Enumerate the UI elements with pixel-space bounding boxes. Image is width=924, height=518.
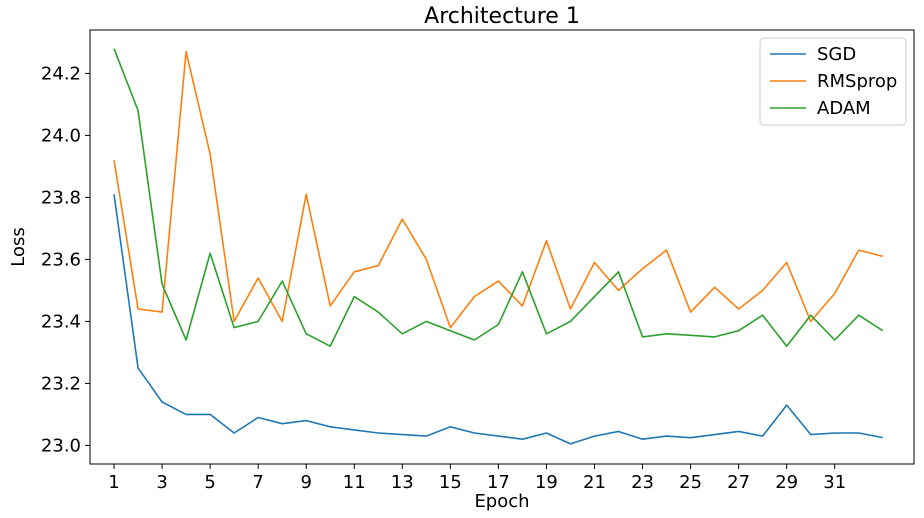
x-tick-label: 23 bbox=[631, 472, 654, 493]
x-axis-ticks: 1 3 5 7 9 11 13 15 17 19 21 23 25 27 29 31 bbox=[108, 464, 846, 493]
x-tick-label: 3 bbox=[156, 472, 167, 493]
series-lines bbox=[113, 48, 884, 445]
x-tick-label: 21 bbox=[583, 472, 606, 493]
x-tick-label: 31 bbox=[823, 472, 846, 493]
chart-title: Architecture 1 bbox=[424, 4, 580, 29]
y-tick-label: 23.8 bbox=[41, 187, 81, 208]
x-tick-label: 5 bbox=[204, 472, 215, 493]
y-tick-label: 23.4 bbox=[41, 311, 81, 332]
legend-label: ADAM bbox=[817, 98, 871, 119]
series-line-rmsprop bbox=[113, 50, 883, 329]
plot-border bbox=[89, 29, 915, 465]
x-tick-label: 27 bbox=[727, 472, 750, 493]
x-tick-label: 17 bbox=[487, 472, 510, 493]
y-axis-title: Loss bbox=[8, 227, 29, 266]
legend-box bbox=[759, 37, 907, 126]
x-tick-label: 7 bbox=[252, 472, 263, 493]
x-tick-label: 1 bbox=[108, 472, 119, 493]
y-tick-label: 24.2 bbox=[41, 63, 81, 84]
legend-label: RMSprop bbox=[817, 71, 897, 92]
x-tick-label: 15 bbox=[439, 472, 462, 493]
y-tick-label: 23.0 bbox=[41, 435, 81, 456]
y-tick-label: 24.0 bbox=[41, 125, 81, 146]
x-tick-label: 29 bbox=[775, 472, 798, 493]
x-tick-label: 13 bbox=[391, 472, 414, 493]
series-line-sgd bbox=[113, 194, 883, 445]
y-tick-label: 23.2 bbox=[41, 373, 81, 394]
x-tick-label: 9 bbox=[300, 472, 311, 493]
series-line-adam bbox=[113, 48, 884, 348]
plot-area bbox=[89, 29, 915, 465]
x-tick-label: 11 bbox=[343, 472, 366, 493]
y-tick-label: 23.6 bbox=[41, 249, 81, 270]
y-axis-ticks: 23.0 23.2 23.4 23.6 23.8 24.0 24.2 bbox=[41, 63, 90, 456]
legend-label: SGD bbox=[817, 44, 856, 65]
x-tick-label: 25 bbox=[679, 472, 702, 493]
legend: SGD RMSprop ADAM bbox=[759, 37, 907, 126]
x-tick-label: 19 bbox=[535, 472, 558, 493]
x-axis-title: Epoch bbox=[474, 491, 529, 512]
